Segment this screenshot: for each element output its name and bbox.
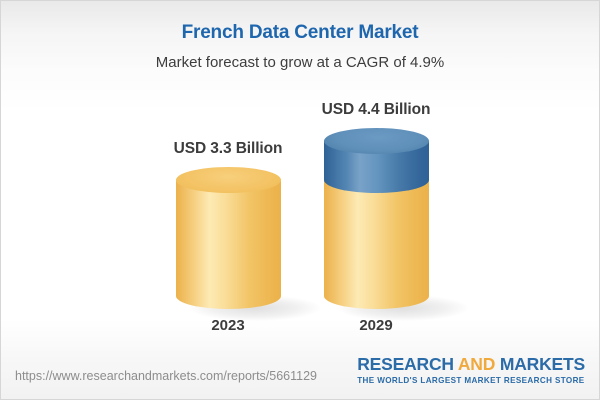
cylinder-top-ellipse-gold [175,166,281,193]
logo-word-and: AND [457,354,496,374]
year-label: 2023 [211,317,245,334]
logo-wordmark: RESEARCH AND MARKETS [357,354,585,374]
cylinder-top-ellipse-blue [323,128,429,155]
report-url: https://www.researchandmarkets.com/repor… [15,369,317,383]
year-label: 2029 [359,317,393,334]
chart-title: French Data Center Market [181,22,419,43]
cylinder-base-segment [323,179,429,309]
logo-word-research: RESEARCH [357,354,454,374]
cylinder-base-segment [175,179,281,309]
logo-tagline: THE WORLD'S LARGEST MARKET RESEARCH STOR… [357,376,585,386]
chart-subtitle: Market forecast to grow at a CAGR of 4.9… [155,54,445,71]
value-label: USD 3.3 Billion [173,139,283,157]
logo-word-markets: MARKETS [499,354,585,374]
value-label: USD 4.4 Billion [321,101,431,119]
research-and-markets-logo: RESEARCH AND MARKETS THE WORLD'S LARGEST… [357,354,585,386]
